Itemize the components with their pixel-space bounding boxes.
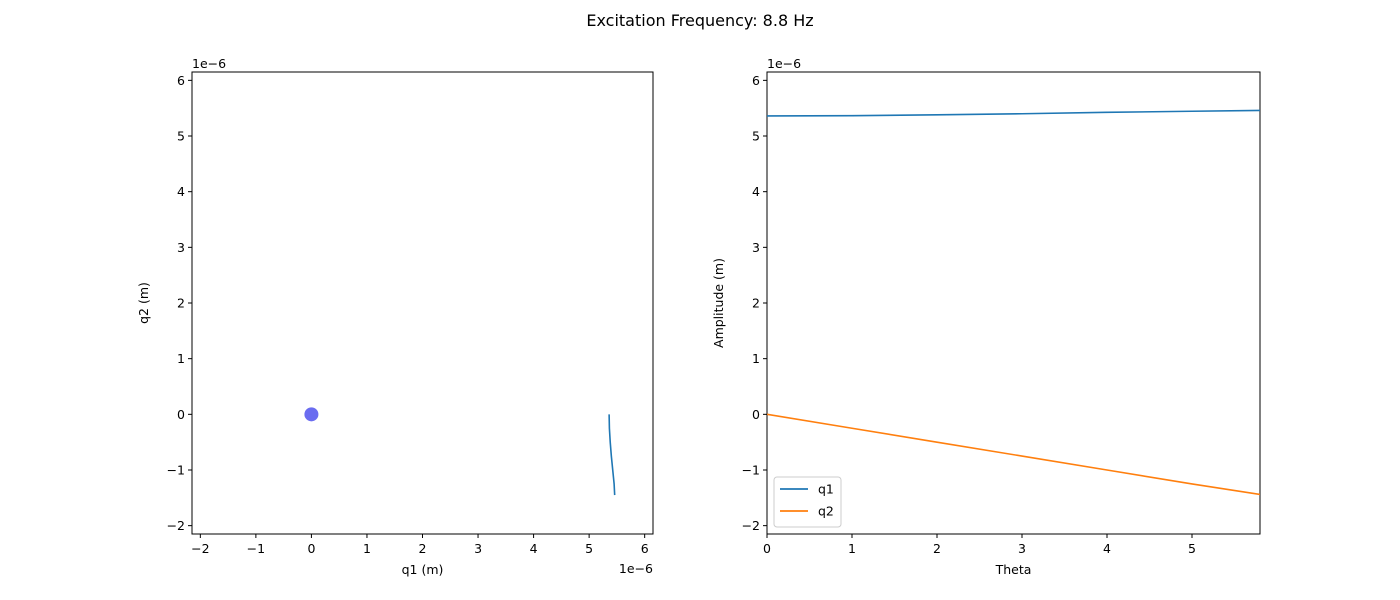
x-tick-label: 0 [307, 541, 315, 556]
figure-title: Excitation Frequency: 8.8 Hz [586, 11, 813, 30]
x-tick-label: 6 [641, 541, 649, 556]
x-axis-label: Theta [995, 562, 1032, 577]
phase-plot-axes: −2 −1 0 1 2 3 4 5 6 −2 −1 0 1 2 3 4 5 6 1e−6 1e−6 q1 (m) q2 (… [136, 56, 654, 577]
legend-label-q2: q2 [818, 504, 834, 519]
x-tick-label: 0 [763, 541, 771, 556]
y-axis-label: q2 (m) [136, 282, 151, 324]
y-tick-label: −1 [742, 462, 760, 477]
y-tick-label: 5 [177, 129, 185, 144]
y-tick-label: 2 [177, 296, 185, 311]
y-axis-label: Amplitude (m) [711, 258, 726, 348]
y-tick-label: 3 [177, 240, 185, 255]
y-offset-label: 1e−6 [767, 56, 801, 71]
y-tick-label: 2 [752, 296, 760, 311]
y-tick-label: 6 [752, 73, 760, 88]
x-offset-label: 1e−6 [619, 561, 653, 576]
x-tick-label: 2 [933, 541, 941, 556]
y-tick-label: 0 [177, 407, 185, 422]
legend-label-q1: q1 [818, 482, 834, 497]
x-tick-label: 2 [419, 541, 427, 556]
x-tick-label: 4 [530, 541, 538, 556]
x-tick-label: 5 [1188, 541, 1196, 556]
y-tick-label: 4 [752, 184, 760, 199]
y-tick-label: 3 [752, 240, 760, 255]
y-tick-label: 1 [177, 351, 185, 366]
y-offset-label: 1e−6 [192, 56, 226, 71]
x-tick-label: 3 [474, 541, 482, 556]
x-tick-label: 1 [848, 541, 856, 556]
x-axis-label: q1 (m) [402, 562, 444, 577]
y-tick-label: −2 [167, 518, 185, 533]
y-tick-label: 4 [177, 184, 185, 199]
x-tick-label: 1 [363, 541, 371, 556]
x-tick-label: 5 [585, 541, 593, 556]
x-tick-label: 4 [1103, 541, 1111, 556]
y-tick-label: 5 [752, 129, 760, 144]
series-line-q2 [767, 413, 1260, 496]
y-tick-label: 0 [752, 407, 760, 422]
x-tick-label: 3 [1018, 541, 1026, 556]
amplitude-plot-axes: 0 1 2 3 4 5 −2 −1 0 1 2 3 4 5 6 1e−6 Theta Amplitude (m) q… [711, 56, 1261, 577]
y-tick-label: −2 [742, 518, 760, 533]
x-tick-label: −1 [247, 541, 265, 556]
x-tick-label: −2 [191, 541, 209, 556]
y-tick-label: 1 [752, 351, 760, 366]
equilibrium-point-marker [304, 407, 319, 422]
trajectory-line [608, 414, 616, 496]
series-line-q1 [767, 109, 1260, 117]
y-tick-label: 6 [177, 73, 185, 88]
y-tick-label: −1 [167, 462, 185, 477]
